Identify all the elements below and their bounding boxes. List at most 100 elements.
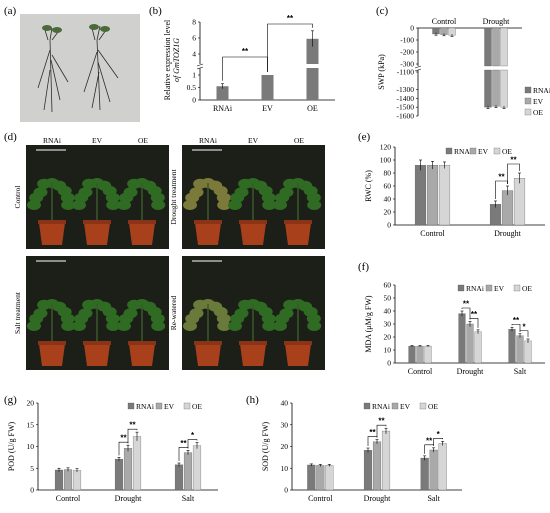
y-tick-label: 60 <box>384 281 392 290</box>
y-tick-label: 10 <box>281 464 289 473</box>
leaf <box>61 321 76 331</box>
legend-swatch <box>469 147 477 155</box>
significance-label: ** <box>513 316 520 325</box>
plant <box>183 178 232 245</box>
x-tick-label: Drought <box>364 494 391 503</box>
panel-label-g: (g) <box>4 394 17 406</box>
y-axis-label: SWP (kPa) <box>377 54 386 90</box>
bar-ev-lower <box>492 69 500 107</box>
leaf <box>117 321 131 331</box>
legend-swatch <box>363 402 371 410</box>
panel-label-f: (f) <box>358 261 369 273</box>
significance-label: ** <box>426 436 433 445</box>
leaf <box>183 200 197 210</box>
plant <box>273 299 322 366</box>
significance-label: ** <box>471 310 478 319</box>
y-tick-label: 30 <box>384 320 392 329</box>
photo-side-rewatered: Re-watered <box>169 295 178 330</box>
leaf <box>127 178 142 189</box>
legend-swatch <box>485 284 493 292</box>
significance-label: * <box>191 431 195 440</box>
legend-label: OE <box>533 108 543 117</box>
y-axis-label: SOD (U/g FW) <box>261 422 270 472</box>
leaf <box>72 321 86 331</box>
x-tick-label: Control <box>56 494 81 503</box>
significance-bracket <box>267 23 313 72</box>
y-tick-label: 60 <box>384 182 392 191</box>
significance-label: * <box>522 322 526 331</box>
legend-swatch <box>513 284 521 292</box>
y-tick-label: 6 <box>192 34 196 43</box>
axis-break <box>196 66 204 70</box>
legend-label: EV <box>533 97 544 106</box>
legend-label: EV <box>400 402 411 411</box>
y-tick-label: 0 <box>410 24 414 33</box>
bar-oe <box>132 436 142 491</box>
legend-label: EV <box>478 147 489 156</box>
legend-swatch <box>127 402 135 410</box>
legend-label: OE <box>428 402 438 411</box>
significance-bracket <box>511 323 521 332</box>
y-tick-label: 0 <box>387 359 391 368</box>
pot-rim <box>239 341 267 345</box>
y-tick-label: 0.5 <box>187 83 197 92</box>
leaf <box>262 321 277 331</box>
y-tick-label: 10 <box>384 346 392 355</box>
bar-oe <box>438 443 447 491</box>
legend-label: EV <box>164 402 175 411</box>
y-tick-label: 100 <box>380 156 392 165</box>
leaf <box>238 178 253 189</box>
bar-rnai <box>420 457 429 491</box>
photo-col-ev: EV <box>92 136 103 145</box>
significance-bracket <box>461 307 471 320</box>
significance-bracket <box>222 56 268 81</box>
y-tick-label: 1 <box>192 71 196 80</box>
photo-col-ev-2: EV <box>248 136 259 145</box>
bar-oe <box>192 445 202 491</box>
y-tick-label: 80 <box>384 169 392 178</box>
bar-ev <box>516 335 524 364</box>
leaf <box>262 200 277 210</box>
x-tick-label: Control <box>408 367 433 376</box>
y-tick-label: -1300 <box>397 85 415 94</box>
bar-oe <box>438 165 451 226</box>
y-tick-label: 10 <box>27 442 35 451</box>
x-tick-label: Drought <box>483 17 510 26</box>
chart-e: 0 20 40 60 80 100 120 RWC (%) Control Drought RNAi… <box>364 143 545 238</box>
pot <box>39 223 65 245</box>
panel-label-a: (a) <box>4 5 17 17</box>
y-axis-label: RWC (%) <box>364 170 373 202</box>
pot-rim <box>83 220 111 224</box>
bar-lower <box>306 68 319 100</box>
chart-g: 0 5 10 15 20 POD (U/g FW) Control Drought Salt RN… <box>7 399 218 503</box>
panel-label-d: (d) <box>4 131 17 143</box>
bar-oe <box>72 470 82 491</box>
leaf <box>61 200 76 210</box>
significance-bracket <box>376 424 387 438</box>
y-tick-label: 40 <box>384 195 392 204</box>
root-photo <box>20 14 140 122</box>
bar-rnai <box>174 464 184 491</box>
leaf <box>193 299 208 310</box>
y-tick-label: 4 <box>192 50 196 59</box>
plant <box>27 178 76 245</box>
pot <box>39 344 65 366</box>
leaf <box>106 200 121 210</box>
plant-photos <box>26 145 325 370</box>
bar-oe <box>424 345 432 364</box>
leaf <box>238 299 253 310</box>
legend-label: RNAi <box>372 402 390 411</box>
significance-label: ** <box>287 14 294 23</box>
bar-ev-upper <box>492 27 500 67</box>
photo-col-rnai: RNAi <box>43 136 61 145</box>
significance-label: ** <box>463 300 470 309</box>
leaf <box>151 321 166 331</box>
legend-swatch <box>524 108 532 116</box>
significance-bracket <box>187 439 198 449</box>
significance-label: ** <box>120 434 127 443</box>
leaf <box>283 178 298 189</box>
bar-rnai <box>363 450 373 491</box>
x-tick-label: Drought <box>457 367 484 376</box>
bar-oe <box>513 178 526 226</box>
